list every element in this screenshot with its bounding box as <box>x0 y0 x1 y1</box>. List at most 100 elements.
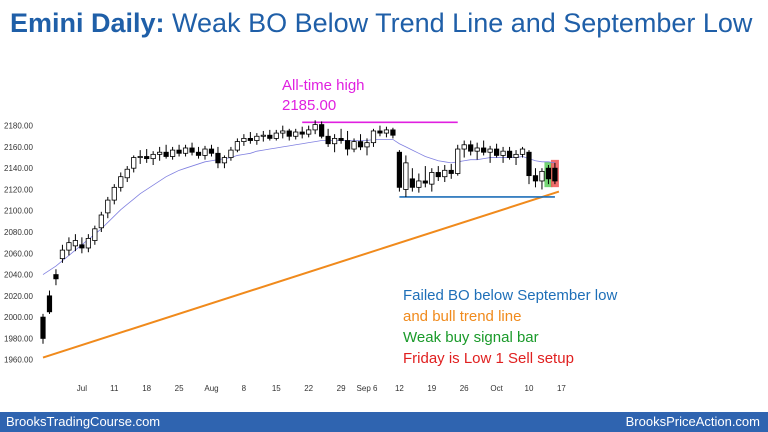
candle-body <box>344 140 351 150</box>
y-tick-label: 2040.00 <box>4 271 33 280</box>
candle-body <box>442 169 448 178</box>
x-tick-label: Jul <box>77 384 87 393</box>
candle-body <box>519 148 526 155</box>
x-tick-label: 25 <box>175 384 184 393</box>
y-tick-label: 2160.00 <box>4 143 33 152</box>
footer-right: BrooksPriceAction.com <box>625 414 760 429</box>
candle-body <box>260 134 266 137</box>
x-tick-label: Sep 6 <box>357 384 378 393</box>
candle-body <box>306 129 312 135</box>
candle-body <box>293 131 299 137</box>
candle-body <box>85 238 91 249</box>
candle-body <box>357 141 364 148</box>
x-tick-label: 11 <box>110 384 119 393</box>
candle-body <box>468 144 474 152</box>
x-tick-label: 8 <box>242 384 247 393</box>
candle-body <box>215 152 221 164</box>
annotation-trend-line: and bull trend line <box>403 308 522 325</box>
candle-body <box>312 124 318 131</box>
x-tick-label: 22 <box>304 384 313 393</box>
y-tick-label: 2140.00 <box>4 164 33 173</box>
candle-body <box>481 147 487 153</box>
ath-value: 2185.00 <box>282 97 337 114</box>
candle-body <box>280 130 286 134</box>
candle-body <box>286 130 292 137</box>
candle-body <box>150 153 156 160</box>
candle-body <box>506 150 513 158</box>
x-tick-label: 10 <box>525 384 534 393</box>
y-tick-label: 2080.00 <box>4 228 33 237</box>
annotation-failed-bo: Failed BO below September low <box>403 287 618 304</box>
ath-label: All-time high <box>282 77 365 94</box>
x-tick-label: Aug <box>204 384 218 393</box>
candle-body <box>273 132 279 139</box>
x-tick-label: 19 <box>427 384 436 393</box>
candle-body <box>92 228 98 241</box>
x-tick-label: 12 <box>395 384 404 393</box>
annotation-sell-setup: Friday is Low 1 Sell setup <box>403 350 574 367</box>
y-tick-label: 2100.00 <box>4 207 33 216</box>
candle-body <box>195 151 202 156</box>
candle-body <box>500 150 506 156</box>
candle-body <box>526 151 532 177</box>
candle-body <box>157 151 163 155</box>
candle-body <box>189 147 195 153</box>
candle-body <box>455 148 461 174</box>
candle-body <box>403 162 409 190</box>
candle-body <box>59 249 66 260</box>
candle-body <box>111 186 117 201</box>
moving-average-line <box>42 139 555 275</box>
x-tick-label: 18 <box>142 384 151 393</box>
candle-body <box>513 153 519 158</box>
candle-body <box>532 175 539 182</box>
candle-body <box>176 149 182 154</box>
candle-body <box>46 295 53 313</box>
candle-body <box>416 180 422 188</box>
candle-body <box>40 316 46 339</box>
candle-body <box>124 168 130 179</box>
candle-body <box>169 149 176 157</box>
y-tick-label: 2180.00 <box>4 122 33 131</box>
candle-body <box>370 130 377 144</box>
candle-body <box>351 141 357 150</box>
candle-body <box>137 156 143 158</box>
annotation-buy-signal: Weak buy signal bar <box>403 329 539 346</box>
y-tick-label: 2060.00 <box>4 249 33 258</box>
candle-body <box>319 124 325 137</box>
candle-body <box>144 156 150 160</box>
y-tick-label: 1960.00 <box>4 356 33 365</box>
candle-body <box>53 274 59 280</box>
candle-body <box>364 142 370 148</box>
x-tick-label: 29 <box>337 384 346 393</box>
candle-body <box>299 131 305 135</box>
candle-body <box>474 147 480 152</box>
candle-body <box>208 148 215 154</box>
candle-body <box>131 157 137 169</box>
title-rest: Weak BO Below Trend Line and September L… <box>164 8 753 38</box>
candle-body <box>487 148 493 153</box>
candle-body <box>338 138 344 141</box>
footer-bar: BrooksTradingCourse.com BrooksPriceActio… <box>0 412 768 432</box>
candle-body <box>241 138 247 142</box>
y-tick-label: 2020.00 <box>4 292 33 301</box>
candle-body <box>79 244 85 249</box>
candle-body <box>221 157 228 164</box>
candle-body <box>390 129 396 136</box>
candle-body <box>105 199 111 214</box>
candle-body <box>396 151 403 188</box>
candle-body <box>182 147 189 154</box>
candle-body <box>228 149 234 158</box>
footer-left: BrooksTradingCourse.com <box>6 414 161 429</box>
candle-body <box>98 214 104 229</box>
y-tick-label: 2120.00 <box>4 185 33 194</box>
candle-body <box>383 129 390 134</box>
candle-body <box>552 167 558 182</box>
candle-body <box>66 242 72 251</box>
candle-body <box>377 130 383 134</box>
candle-body <box>72 240 78 247</box>
candle-body <box>539 170 545 182</box>
candle-body <box>435 172 441 178</box>
candle-body <box>461 144 467 150</box>
